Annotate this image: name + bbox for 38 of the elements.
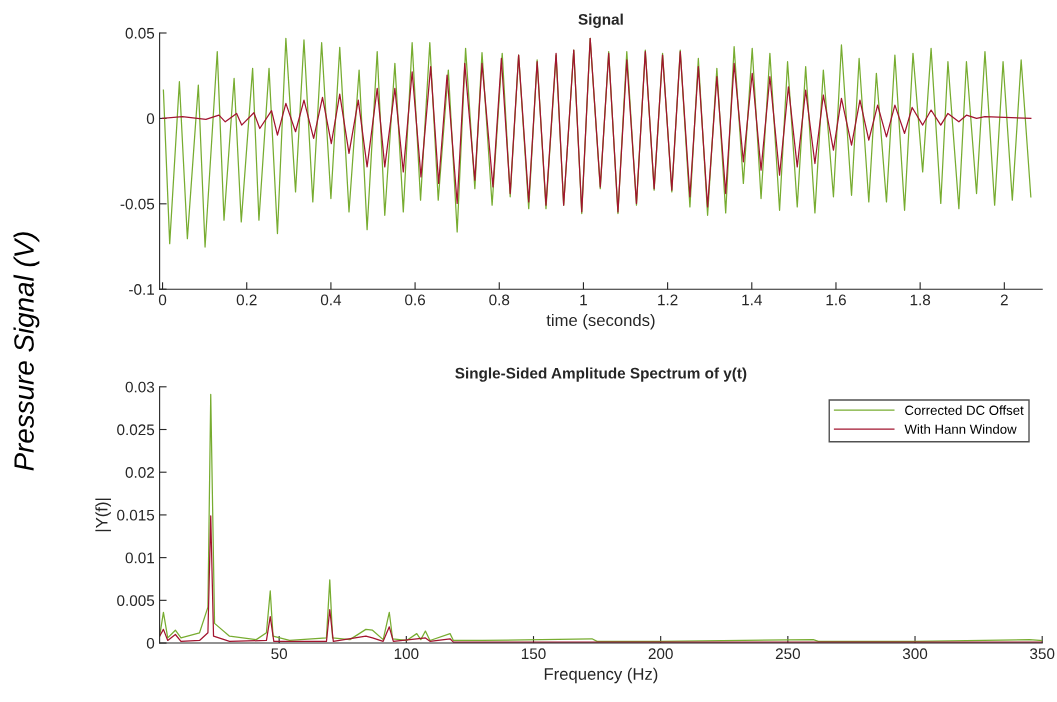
- y-tick-label: -0.05: [120, 198, 155, 210]
- y-tick-label: -0.1: [129, 284, 154, 295]
- y-tick-label: 0: [146, 113, 155, 125]
- text: Pressure Signal (V): [13, 232, 40, 471]
- x-tick-label: 50: [271, 648, 288, 660]
- x-tick-label: 350: [1030, 648, 1055, 660]
- x-tick-label: 0.8: [489, 294, 510, 306]
- x-axis-title: Frequency (Hz): [544, 667, 658, 684]
- y-tick-label: 0.025: [117, 424, 155, 436]
- y-tick-label: 0.05: [125, 27, 155, 39]
- x-tick-label: 1.8: [910, 294, 931, 306]
- x-tick-label: 2: [1000, 294, 1008, 306]
- legend-label: Corrected DC Offset: [905, 405, 1024, 415]
- legend-label: With Hann Window: [904, 424, 1017, 434]
- x-tick-label: 1.6: [826, 294, 846, 306]
- x-axis-title: time (seconds): [546, 313, 655, 330]
- x-tick-label: 0: [158, 294, 167, 306]
- x-tick-label: 200: [648, 648, 673, 660]
- chart-title: Single-Sided Amplitude Spectrum of y(t): [455, 367, 747, 382]
- y-tick-label: 0.005: [117, 595, 155, 607]
- y-tick-label: 0.01: [125, 552, 154, 564]
- y-tick-label: 0.02: [125, 467, 154, 478]
- y-tick-label: 0: [146, 637, 155, 649]
- x-tick-label: 1.2: [658, 294, 678, 306]
- x-tick-label: 150: [521, 648, 546, 660]
- x-tick-label: 1: [580, 294, 587, 306]
- x-tick-label: 250: [775, 648, 800, 660]
- x-tick-label: 0.2: [236, 294, 257, 306]
- x-tick-label: 100: [394, 648, 419, 660]
- x-tick-label: 300: [902, 648, 928, 660]
- x-tick-label: 0.6: [405, 294, 426, 306]
- y-tick-label: 0.015: [117, 509, 155, 521]
- x-tick-label: 0.4: [320, 294, 342, 306]
- y-axis-title: |Y(f)|: [95, 498, 111, 532]
- x-tick-label: 1.4: [742, 294, 762, 306]
- y-tick-label: 0.03: [125, 381, 155, 393]
- line-series: [161, 37, 1032, 213]
- chart-title: Signal: [578, 13, 623, 28]
